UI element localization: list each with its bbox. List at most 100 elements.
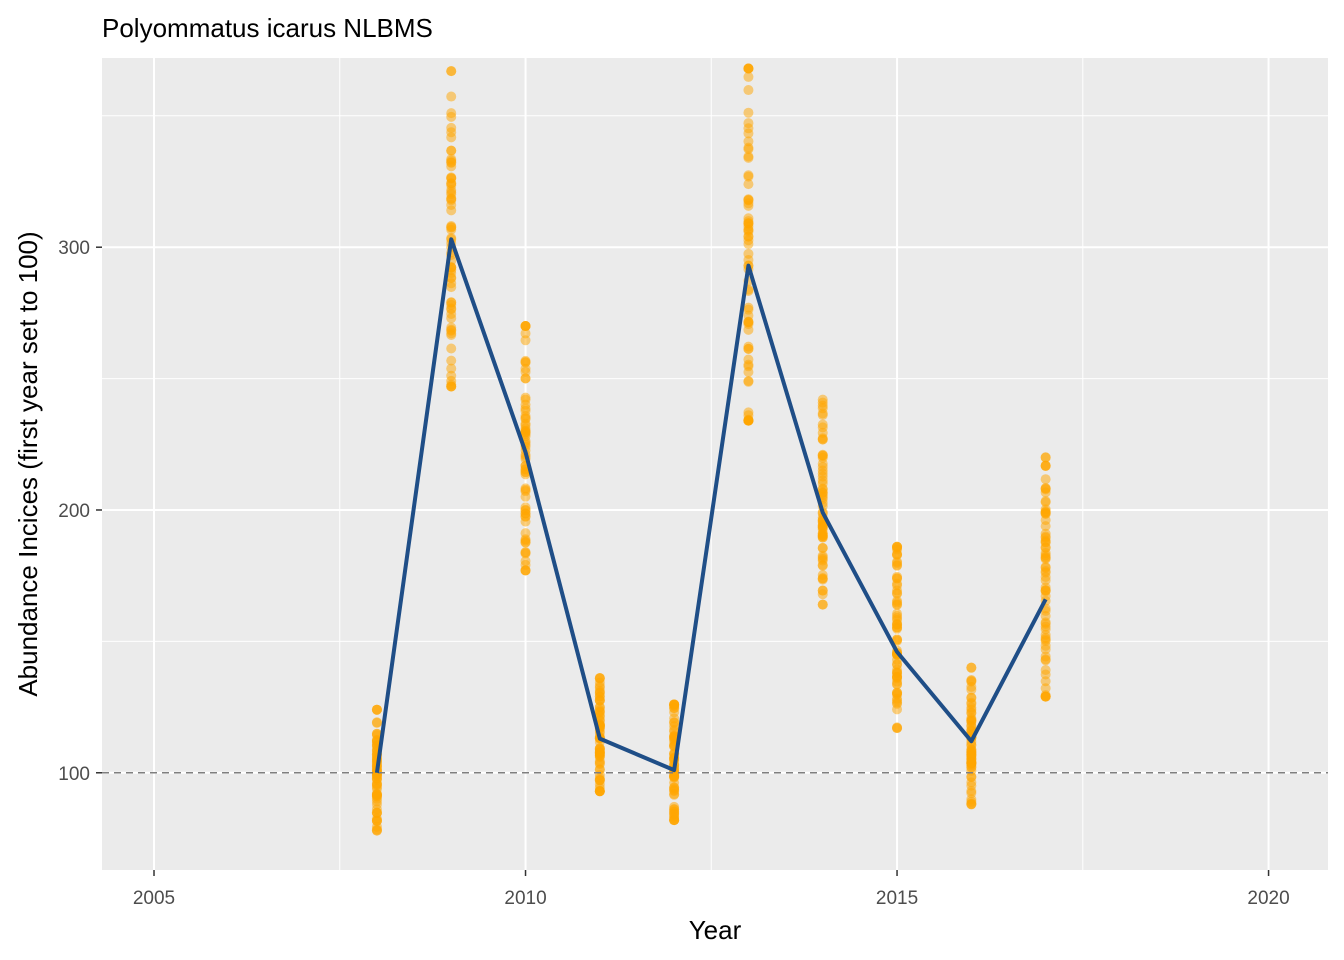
bootstrap-point xyxy=(1040,552,1051,563)
bootstrap-point xyxy=(1040,683,1051,694)
bootstrap-point xyxy=(1040,669,1051,680)
bootstrap-point xyxy=(817,452,828,463)
bootstrap-point xyxy=(446,91,457,102)
bootstrap-point xyxy=(371,768,382,779)
x-axis-ticks: 2005 2010 2015 2020 xyxy=(133,870,1290,909)
bootstrap-point xyxy=(371,704,382,715)
bootstrap-point xyxy=(520,373,531,384)
bootstrap-point xyxy=(446,154,457,165)
bootstrap-point xyxy=(594,710,605,721)
bootstrap-point xyxy=(520,491,531,502)
bootstrap-point xyxy=(743,213,754,224)
bootstrap-point xyxy=(520,328,531,339)
bootstrap-point xyxy=(446,111,457,122)
bootstrap-point xyxy=(892,722,903,733)
bootstrap-point xyxy=(520,547,531,558)
bootstrap-point xyxy=(743,231,754,242)
bootstrap-point xyxy=(743,359,754,370)
bootstrap-point xyxy=(892,695,903,706)
bootstrap-point xyxy=(892,558,903,569)
y-tick-label: 300 xyxy=(58,238,90,259)
bootstrap-point xyxy=(446,161,457,172)
bootstrap-point xyxy=(817,468,828,479)
bootstrap-point xyxy=(446,172,457,183)
bootstrap-point xyxy=(966,684,977,695)
bootstrap-point xyxy=(520,412,531,423)
bootstrap-point xyxy=(966,692,977,703)
bootstrap-point xyxy=(520,469,531,480)
bootstrap-point xyxy=(892,588,903,599)
x-tick-label: 2015 xyxy=(876,888,918,909)
bootstrap-point xyxy=(966,676,977,687)
bootstrap-point xyxy=(371,807,382,818)
series-lines xyxy=(374,237,1048,774)
bootstrap-point xyxy=(594,673,605,684)
bootstrap-point xyxy=(1040,617,1051,628)
bootstrap-point xyxy=(892,599,903,610)
minor-gridlines xyxy=(102,58,1328,870)
bootstrap-point xyxy=(817,433,828,444)
bootstrap-point xyxy=(817,589,828,600)
bootstrap-point xyxy=(1040,521,1051,532)
bootstrap-point xyxy=(892,622,903,633)
bootstrap-point xyxy=(743,171,754,182)
bootstrap-point xyxy=(817,573,828,584)
bootstrap-point xyxy=(817,560,828,571)
bootstrap-point xyxy=(594,747,605,758)
bootstrap-point xyxy=(520,534,531,545)
bootstrap-point xyxy=(743,239,754,250)
bootstrap-point xyxy=(371,791,382,802)
bootstrap-point xyxy=(743,415,754,426)
bootstrap-point xyxy=(1040,691,1051,702)
bootstrap-point xyxy=(446,145,457,156)
bootstrap-point xyxy=(1040,474,1051,485)
bootstrap-point xyxy=(594,774,605,785)
bootstrap-point xyxy=(446,363,457,374)
y-axis-title: Abundance Incices (first year set to 100… xyxy=(13,231,43,696)
bootstrap-point xyxy=(966,771,977,782)
bootstrap-point xyxy=(520,335,531,346)
bootstrap-point xyxy=(446,343,457,354)
bootstrap-point xyxy=(669,700,680,711)
y-tick-label: 200 xyxy=(58,501,90,522)
bootstrap-point xyxy=(743,142,754,153)
bootstrap-point xyxy=(594,758,605,769)
bootstrap-point xyxy=(966,780,977,791)
bootstrap-point xyxy=(446,66,457,77)
bootstrap-point xyxy=(817,410,828,421)
bootstrap-point xyxy=(371,799,382,810)
bootstrap-point xyxy=(817,484,828,495)
bootstrap-point xyxy=(520,556,531,567)
bootstrap-point xyxy=(446,324,457,335)
bootstrap-point xyxy=(966,713,977,724)
index-line xyxy=(374,237,1048,774)
bootstrap-point xyxy=(817,524,828,535)
bootstrap-point xyxy=(966,746,977,757)
bootstrap-point xyxy=(743,194,754,205)
bootstrap-point xyxy=(743,63,754,74)
bootstrap-point xyxy=(520,356,531,367)
bootstrap-point xyxy=(892,541,903,552)
bootstrap-point xyxy=(446,127,457,138)
bootstrap-point xyxy=(446,355,457,366)
bootstrap-point xyxy=(743,343,754,354)
bootstrap-point xyxy=(743,224,754,235)
bootstrap-point xyxy=(446,375,457,386)
bootstrap-point xyxy=(1040,487,1051,498)
bootstrap-point xyxy=(892,678,903,689)
bootstrap-point xyxy=(966,794,977,805)
bootstrap-point xyxy=(1040,575,1051,586)
bootstrap-point xyxy=(446,297,457,308)
bootstrap-point xyxy=(520,392,531,403)
bootstrap-point xyxy=(892,634,903,645)
bootstrap-point xyxy=(743,317,754,328)
bootstrap-point xyxy=(520,321,531,332)
bootstrap-point xyxy=(1040,507,1051,518)
bootstrap-point xyxy=(1040,644,1051,655)
bootstrap-point xyxy=(1040,528,1051,539)
bootstrap-point xyxy=(520,565,531,576)
bootstrap-point xyxy=(669,789,680,800)
bootstrap-point xyxy=(594,701,605,712)
